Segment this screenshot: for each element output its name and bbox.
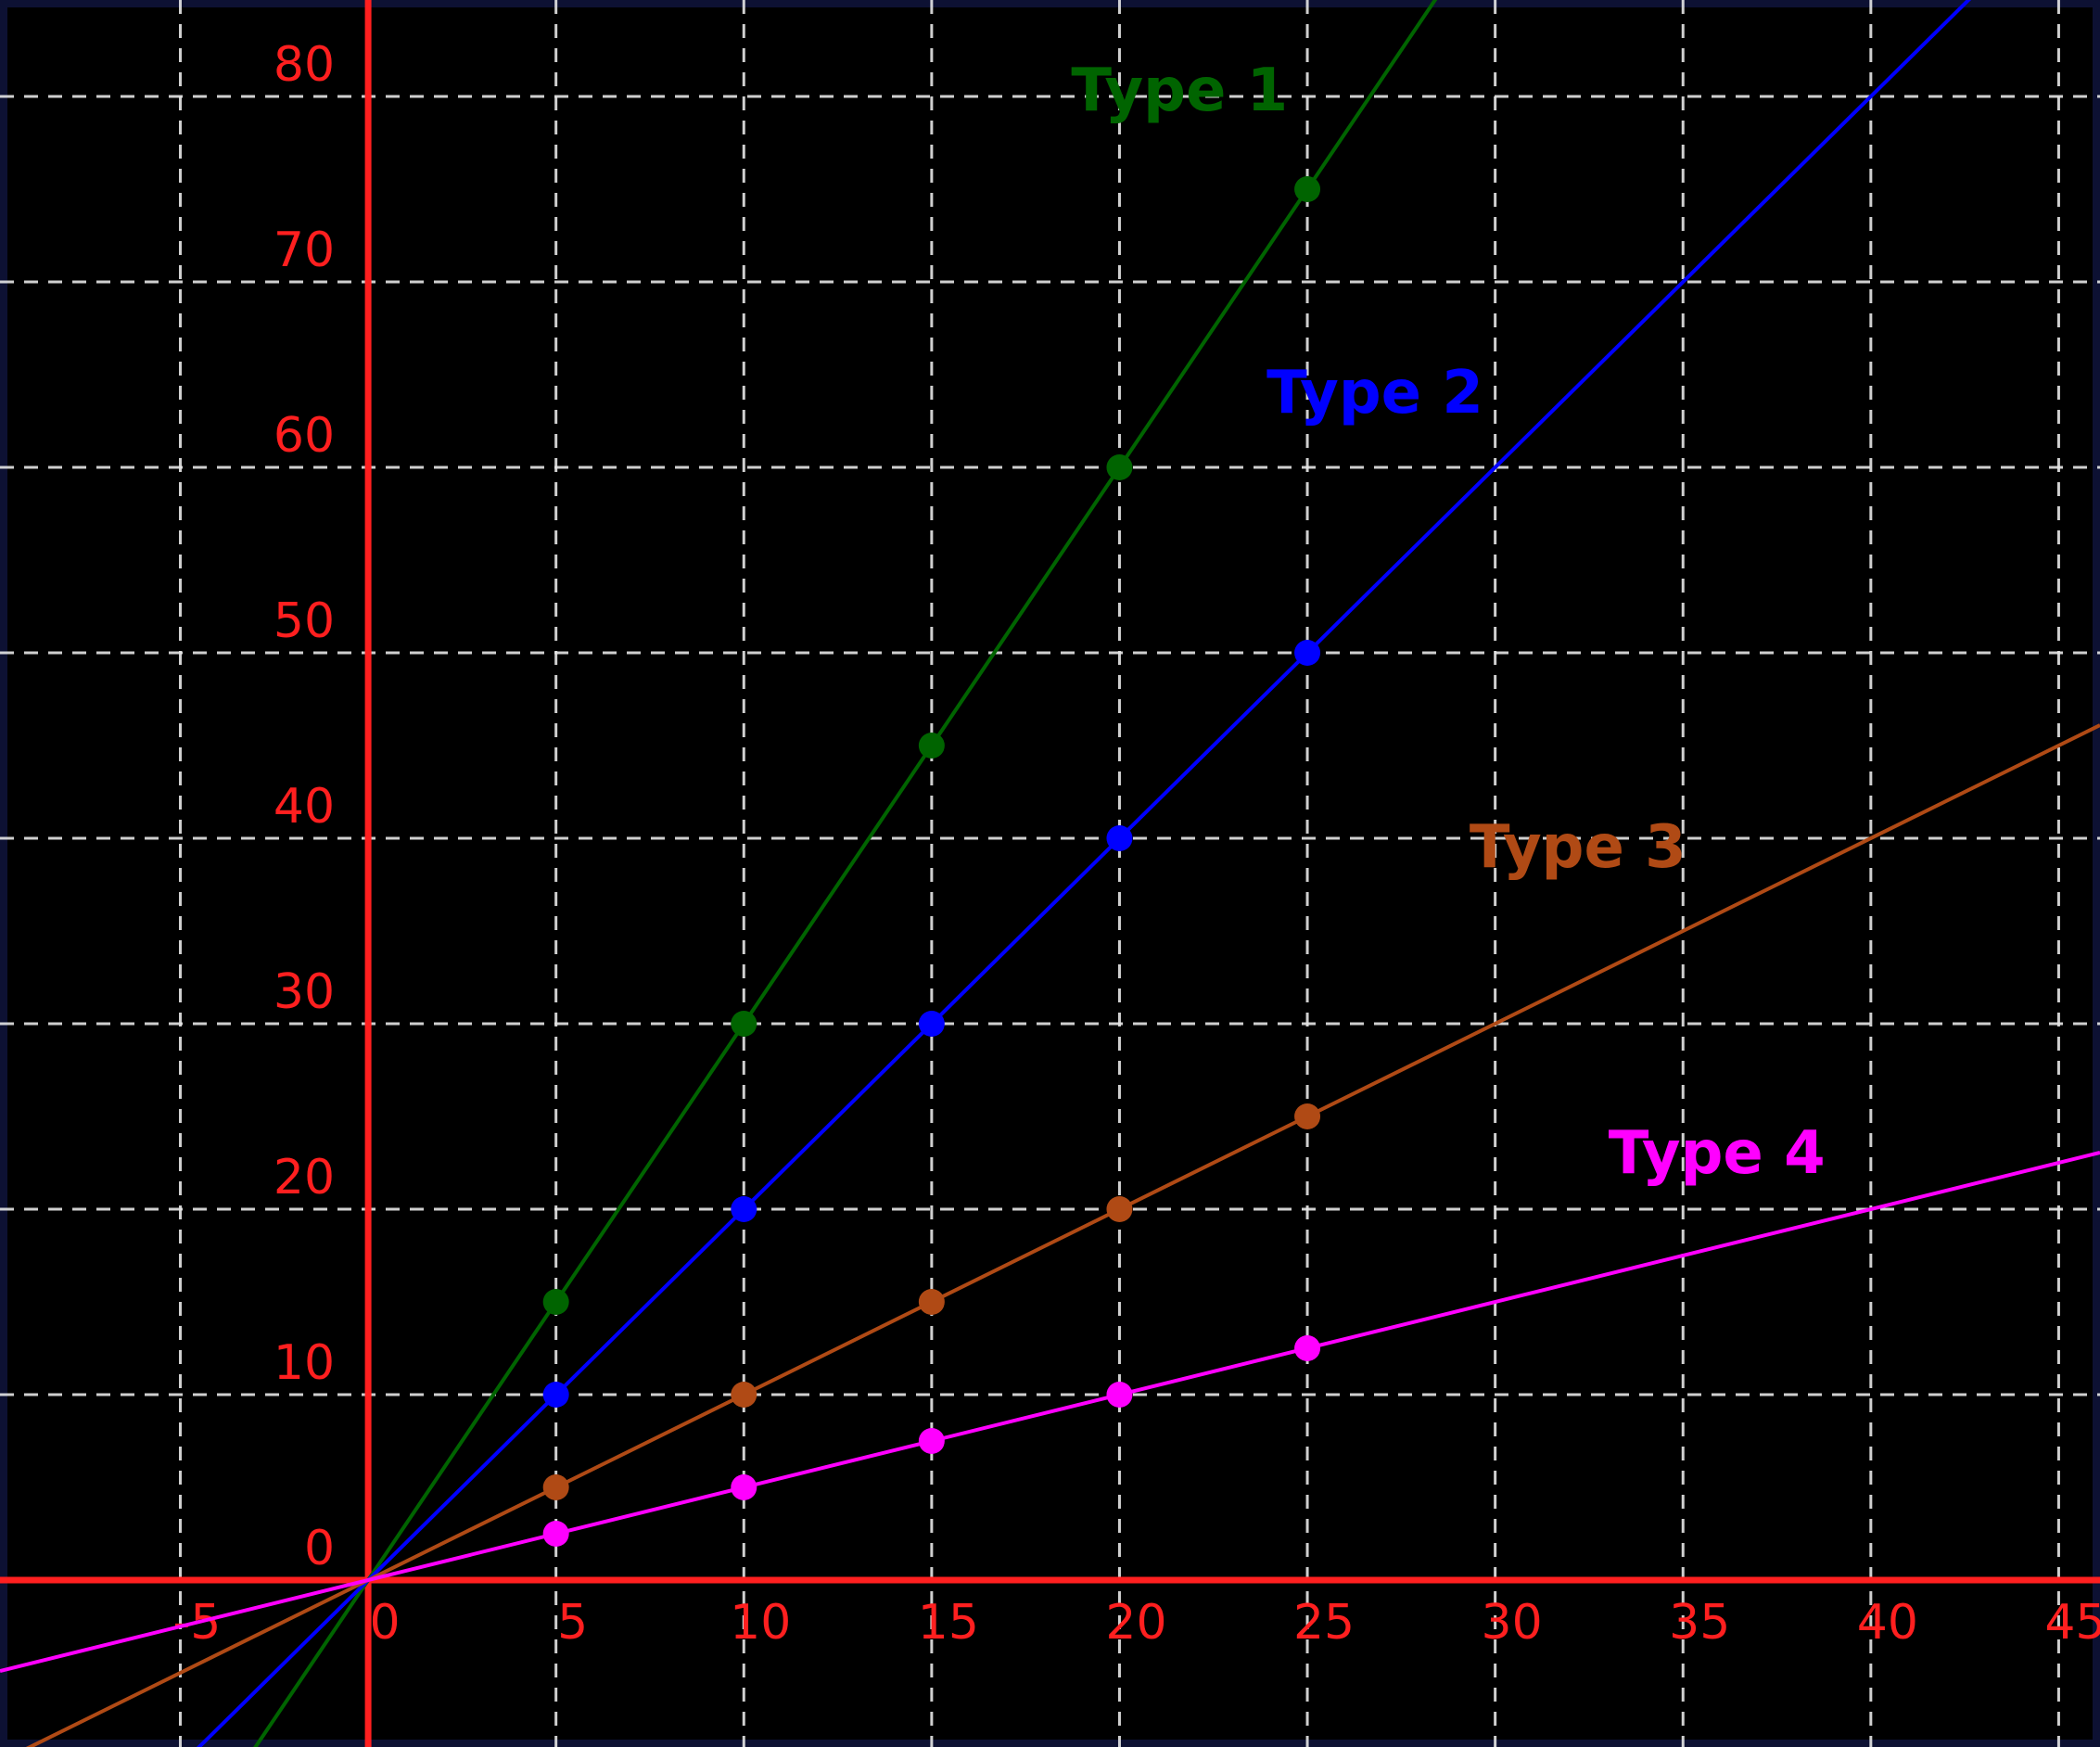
data-point-type-1: [918, 733, 945, 759]
data-point-type-2: [1294, 640, 1321, 666]
x-tick-label: 15: [918, 1595, 979, 1651]
data-point-type-3: [918, 1289, 945, 1315]
series-label-type-3: Type 3: [1470, 813, 1686, 882]
data-point-type-3: [542, 1474, 569, 1500]
data-point-type-3: [1106, 1196, 1133, 1222]
data-point-type-4: [731, 1474, 757, 1500]
x-tick-label: 5: [557, 1595, 588, 1651]
data-point-type-2: [731, 1196, 757, 1222]
y-tick-label: 20: [274, 1150, 335, 1205]
data-point-type-1: [1294, 176, 1321, 202]
series-line-type-4: [0, 1151, 2100, 1673]
x-tick-label: 20: [1105, 1595, 1166, 1651]
x-tick-label: 40: [1857, 1595, 1918, 1651]
data-point-type-2: [542, 1382, 569, 1408]
series-line-type-3: [25, 723, 2100, 1747]
data-point-type-2: [918, 1011, 945, 1037]
series-label-type-4: Type 4: [1609, 1119, 1826, 1188]
x-tick-label: 45: [2044, 1595, 2100, 1651]
x-tick-label: 0: [370, 1595, 401, 1651]
x-tick-label: 30: [1482, 1595, 1543, 1651]
series-label-type-1: Type 1: [1071, 57, 1288, 125]
y-tick-label: 50: [274, 593, 335, 649]
x-tick-label: 25: [1293, 1595, 1355, 1651]
y-tick-label: 80: [274, 37, 335, 93]
y-tick-label: 30: [274, 964, 335, 1020]
y-tick-label: 60: [274, 408, 335, 464]
data-point-type-1: [1106, 454, 1133, 480]
y-tick-label: 0: [304, 1521, 335, 1576]
data-point-type-4: [1106, 1382, 1133, 1408]
data-point-type-4: [542, 1521, 569, 1547]
data-point-type-3: [1294, 1103, 1321, 1129]
data-point-type-4: [918, 1428, 945, 1454]
data-point-type-1: [542, 1289, 569, 1315]
plot-background: [7, 7, 2093, 1740]
y-tick-label: 10: [274, 1335, 335, 1391]
data-point-type-2: [1106, 825, 1133, 851]
data-point-type-3: [731, 1382, 757, 1408]
y-tick-label: 70: [274, 223, 335, 278]
x-tick-label: 35: [1669, 1595, 1730, 1651]
data-point-type-4: [1294, 1335, 1321, 1361]
series-label-type-2: Type 2: [1266, 359, 1483, 427]
y-tick-label: 40: [274, 779, 335, 835]
data-point-type-1: [731, 1011, 757, 1037]
x-tick-label: 10: [730, 1595, 791, 1651]
